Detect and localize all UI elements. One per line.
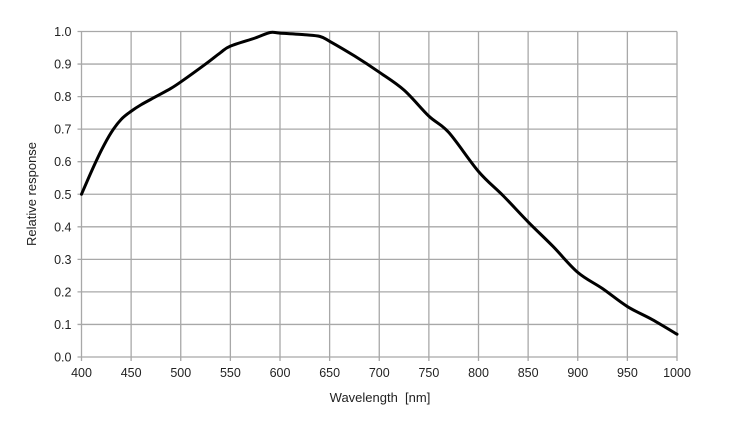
x-tick-label: 950 (617, 366, 638, 380)
y-tick-label: 1.0 (54, 25, 71, 39)
x-tick-label: 500 (170, 366, 191, 380)
y-tick-label: 0.7 (54, 123, 71, 137)
x-tick-label: 450 (121, 366, 142, 380)
x-tick-label: 400 (71, 366, 92, 380)
x-tick-label: 650 (319, 366, 340, 380)
x-axis-label: Wavelength [nm] (330, 390, 431, 405)
y-tick-label: 0.3 (54, 253, 71, 267)
x-tick-label: 600 (270, 366, 291, 380)
y-tick-label: 0.8 (54, 90, 71, 104)
x-tick-label: 1000 (663, 366, 691, 380)
x-tick-label: 550 (220, 366, 241, 380)
y-tick-label: 0.2 (54, 285, 71, 299)
y-tick-labels: 0.0 0.1 0.2 0.3 0.4 0.5 0.6 0.7 0.8 0.9 1.0 (54, 25, 71, 365)
series-line (80, 30, 679, 336)
y-tick-label: 0.1 (54, 318, 71, 332)
x-tick-label: 800 (468, 366, 489, 380)
y-axis-label: Relative response (24, 142, 39, 246)
y-tick-label: 0.0 (54, 351, 71, 365)
x-tick-label: 750 (418, 366, 439, 380)
y-tick-label: 0.6 (54, 155, 71, 169)
y-tick-label: 0.5 (54, 188, 71, 202)
y-tick-label: 0.4 (54, 220, 71, 234)
x-tick-label: 700 (369, 366, 390, 380)
grid (77, 30, 678, 361)
x-tick-label: 900 (567, 366, 588, 380)
x-tick-label: 850 (518, 366, 539, 380)
y-tick-label: 0.9 (54, 58, 71, 72)
x-tick-labels: 400 450 500 550 600 650 700 750 800 850 900 950 1000 (71, 366, 691, 380)
